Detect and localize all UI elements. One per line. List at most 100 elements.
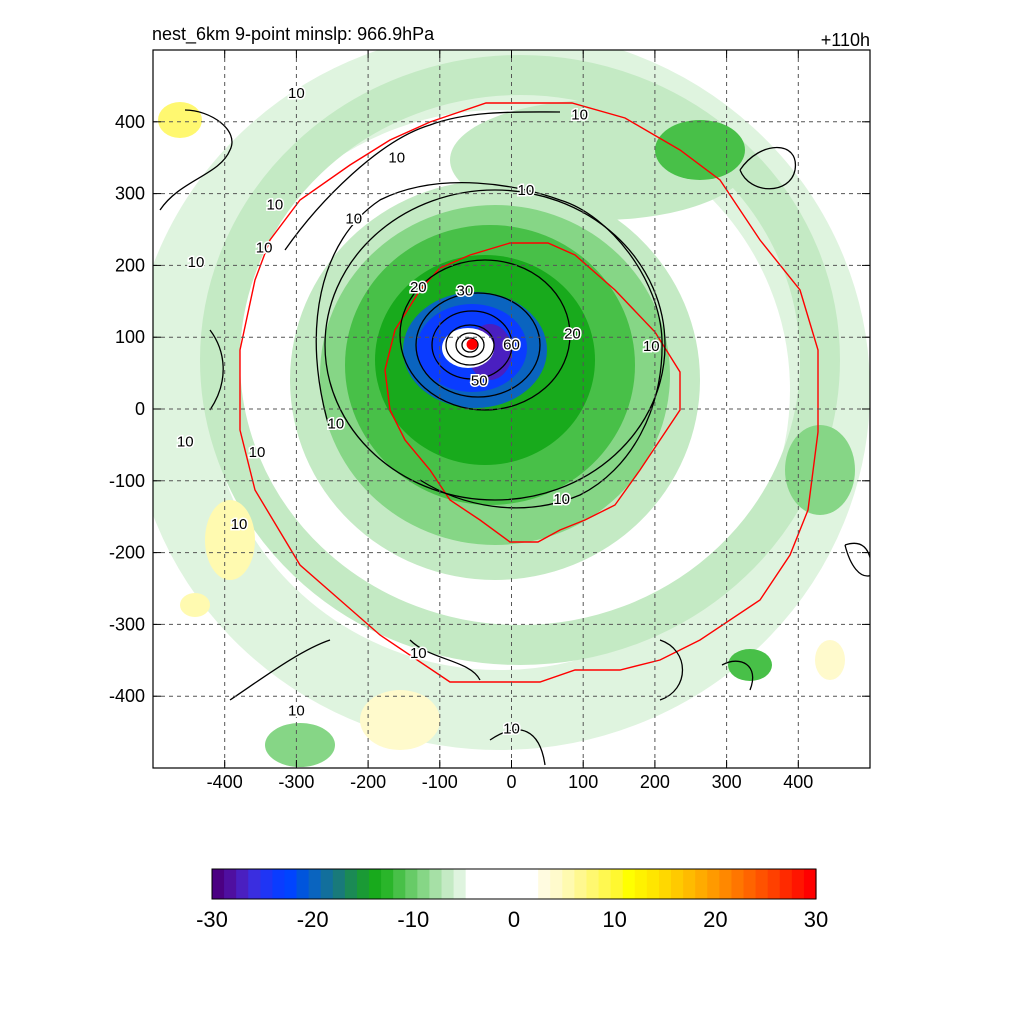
x-tick-label: 400	[783, 772, 813, 792]
colorbar-swatch	[332, 869, 346, 899]
shaded-field	[153, 50, 870, 768]
colorbar-swatch	[248, 869, 261, 899]
colorbar-swatch	[212, 869, 225, 899]
colorbar-swatch	[671, 869, 684, 899]
contour-label: 60	[503, 336, 520, 353]
y-tick-label: 400	[115, 112, 145, 132]
colorbar-swatch	[356, 869, 370, 899]
contour-label: 30	[457, 283, 474, 300]
y-tick-label: -200	[109, 543, 145, 563]
contour-label: 10	[288, 85, 305, 102]
contour-label: 10	[571, 107, 588, 124]
y-tick-label: 0	[135, 399, 145, 419]
colorbar-swatch	[429, 869, 443, 899]
contour-label: 10	[517, 182, 534, 199]
x-tick-label: -200	[350, 772, 386, 792]
contour-label: 10	[388, 150, 405, 167]
y-tick-label: 200	[115, 255, 145, 275]
contour-label: 10	[249, 444, 266, 461]
colorbar-swatch	[586, 869, 600, 899]
colorbar-swatch	[465, 869, 479, 899]
contour-label: 10	[503, 721, 520, 738]
colorbar-swatch	[791, 869, 805, 899]
colorbar-frame	[211, 868, 817, 900]
colorbar-swatch	[393, 869, 406, 899]
colorbar-swatch	[477, 869, 491, 899]
y-tick-label: 300	[115, 184, 145, 204]
contour-label: 10	[327, 415, 344, 432]
colorbar-swatch	[610, 869, 624, 899]
contour-label: 10	[345, 211, 362, 228]
colorbar: -30 -20 -10 0 10 20 30	[196, 868, 828, 932]
contour-label: 10	[177, 433, 194, 450]
y-tick-label: -100	[109, 471, 145, 491]
x-tick-label: 300	[712, 772, 742, 792]
colorbar-swatch	[308, 869, 322, 899]
contour-label: 10	[553, 491, 570, 508]
colorbar-swatch	[755, 869, 769, 899]
colorbar-tick-label: -30	[196, 907, 228, 932]
colorbar-tick-label: -20	[297, 907, 329, 932]
contour-label: 10	[410, 645, 427, 662]
contour-labels: 10 10 10 10 10 10 10 10 20 30 20 10 60 50 10 10 10 10 10 10…	[175, 84, 661, 739]
colorbar-tick-label: 20	[703, 907, 727, 932]
storm-center-marker	[466, 338, 478, 350]
colorbar-swatch	[224, 869, 237, 899]
colorbar-swatch	[767, 869, 781, 899]
colorbar-swatch	[453, 869, 467, 899]
colorbar-swatch	[658, 869, 672, 899]
colorbar-swatch	[634, 869, 648, 899]
colorbar-swatch	[646, 869, 660, 899]
colorbar-swatch	[538, 869, 551, 899]
x-tick-label: -300	[278, 772, 314, 792]
colorbar-swatch	[369, 869, 382, 899]
colorbar-swatch	[707, 869, 720, 899]
colorbar-swatch	[272, 869, 286, 899]
colorbar-swatch	[417, 869, 431, 899]
colorbar-swatch	[320, 869, 334, 899]
colorbar-swatch	[284, 869, 298, 899]
x-axis: -400 -300 -200 -100 0 100 200 300 400	[207, 50, 813, 792]
x-tick-label: -400	[207, 772, 243, 792]
contour-label: 10	[267, 196, 284, 213]
x-tick-label: 100	[568, 772, 598, 792]
colorbar-swatch	[514, 869, 527, 899]
x-tick-label: 200	[640, 772, 670, 792]
colorbar-swatch	[574, 869, 588, 899]
colorbar-swatch	[562, 869, 575, 899]
forecast-hour-label: +110h	[820, 30, 870, 50]
colorbar-swatch	[260, 869, 273, 899]
colorbar-swatch	[622, 869, 636, 899]
colorbar-swatch	[803, 869, 817, 899]
y-axis: 400 300 200 100 0 -100 -200 -300 -400	[109, 112, 870, 706]
chart-title: nest_6km 9-point minslp: 966.9hPa	[152, 24, 435, 44]
colorbar-swatch	[598, 869, 612, 899]
colorbar-swatch	[683, 869, 696, 899]
colorbar-swatch	[526, 869, 539, 899]
contour-label: 10	[288, 703, 305, 720]
contour-label: 10	[256, 239, 273, 256]
colorbar-swatch	[695, 869, 708, 899]
y-tick-label: -400	[109, 686, 145, 706]
colorbar-tick-label: 10	[602, 907, 626, 932]
contour-label: 10	[188, 254, 205, 271]
colorbar-swatch	[779, 869, 793, 899]
storm-center-layer	[466, 338, 478, 350]
contour-label: 10	[231, 516, 248, 533]
colorbar-swatch	[743, 869, 757, 899]
colorbar-tick-label: 30	[804, 907, 828, 932]
contour-label: 10	[643, 338, 660, 355]
colorbar-swatch	[236, 869, 249, 899]
x-tick-label: -100	[422, 772, 458, 792]
colorbar-tick-label: 0	[508, 907, 520, 932]
colorbar-swatch	[344, 869, 358, 899]
colorbar-swatch	[441, 869, 455, 899]
colorbar-swatch	[550, 869, 563, 899]
colorbar-swatch	[501, 869, 515, 899]
colorbar-swatch	[731, 869, 745, 899]
colorbar-swatch	[405, 869, 418, 899]
colorbar-swatch	[489, 869, 503, 899]
contour-label: 20	[410, 279, 427, 296]
colorbar-tick-label: -10	[397, 907, 429, 932]
